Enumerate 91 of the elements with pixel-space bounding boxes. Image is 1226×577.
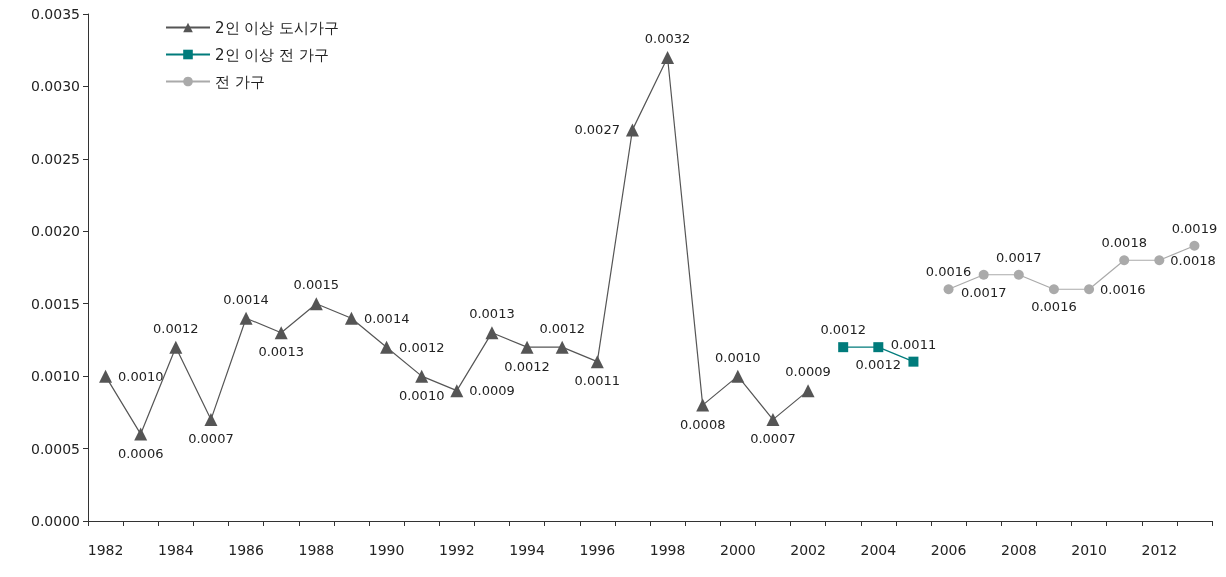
data-label: 0.0010 xyxy=(715,349,761,365)
point xyxy=(696,398,710,412)
data-label: 0.0011 xyxy=(574,373,621,389)
data-label: 0.0015 xyxy=(293,277,340,293)
data-label: 0.0032 xyxy=(644,30,691,46)
point xyxy=(625,123,639,137)
point xyxy=(555,340,569,354)
x-tick-label: 1984 xyxy=(157,542,194,558)
data-label: 0.0018 xyxy=(1170,252,1216,268)
y-tick-label: 0.0015 xyxy=(31,295,80,312)
x-tick-label: 1990 xyxy=(368,542,405,558)
y-tick-label: 0.0005 xyxy=(31,440,80,457)
data-label: 0.0016 xyxy=(1031,299,1077,315)
point xyxy=(1084,284,1095,295)
point xyxy=(943,284,954,295)
point xyxy=(766,413,780,427)
point xyxy=(415,369,429,383)
point xyxy=(838,342,849,353)
point xyxy=(801,384,815,398)
x-tick-label: 2002 xyxy=(790,542,826,558)
data-label: 0.0014 xyxy=(363,310,410,326)
x-tick-label: 2004 xyxy=(860,542,897,558)
data-label: 0.0010 xyxy=(118,368,164,384)
point xyxy=(978,269,989,280)
point xyxy=(239,311,253,325)
point xyxy=(274,326,288,340)
point xyxy=(520,340,534,354)
data-label: 0.0006 xyxy=(117,445,164,461)
y-tick-label: 0.0020 xyxy=(31,223,80,240)
point xyxy=(485,326,499,340)
point xyxy=(1013,269,1024,280)
data-label: 0.0009 xyxy=(469,383,515,399)
data-label: 0.0013 xyxy=(258,344,304,360)
data-label: 0.0019 xyxy=(1171,220,1218,236)
point xyxy=(590,355,604,369)
x-tick-label: 2012 xyxy=(1141,542,1178,558)
point xyxy=(908,356,919,367)
data-label: 0.0012 xyxy=(539,320,585,336)
data-label: 0.0014 xyxy=(223,291,269,307)
y-tick-label: 0.0030 xyxy=(31,78,80,95)
point xyxy=(661,50,675,64)
point xyxy=(1189,240,1200,251)
data-label: 0.0010 xyxy=(398,387,445,403)
data-label: 0.0027 xyxy=(574,122,620,138)
data-label: 0.0012 xyxy=(855,357,902,373)
y-tick-label: 0.0035 xyxy=(31,6,80,22)
point xyxy=(344,311,358,325)
data-label: 0.0017 xyxy=(960,284,1007,300)
point xyxy=(169,340,183,354)
point xyxy=(731,369,745,383)
data-label: 0.0016 xyxy=(1100,281,1146,297)
x-tick-label: 2006 xyxy=(930,542,967,558)
data-label: 0.0007 xyxy=(188,431,234,447)
point xyxy=(134,427,148,441)
x-tick-label: 2008 xyxy=(1000,542,1037,558)
legend-label: 2인 이상 도시가구 xyxy=(215,18,340,37)
point xyxy=(99,369,113,383)
point xyxy=(204,413,218,427)
data-label: 0.0012 xyxy=(399,339,445,355)
data-label: 0.0009 xyxy=(785,364,831,380)
x-tick-label: 1992 xyxy=(438,542,475,558)
point xyxy=(450,384,464,398)
point xyxy=(1048,284,1059,295)
data-label: 0.0016 xyxy=(925,264,972,280)
y-tick-label: 0.0010 xyxy=(31,368,80,385)
legend-label: 2인 이상 전 가구 xyxy=(215,45,329,64)
data-label: 0.0008 xyxy=(679,416,726,432)
data-label: 0.0012 xyxy=(504,358,550,374)
data-label: 0.0013 xyxy=(469,306,515,322)
data-label: 0.0012 xyxy=(153,320,199,336)
x-tick-label: 2010 xyxy=(1071,542,1107,558)
x-tick-label: 1994 xyxy=(509,542,545,558)
data-label: 0.0012 xyxy=(820,322,866,338)
x-tick-label: 1996 xyxy=(579,542,616,558)
point xyxy=(380,340,394,354)
point xyxy=(1119,255,1130,266)
point xyxy=(873,342,884,353)
x-tick-label: 1986 xyxy=(228,542,264,558)
legend-label: 전 가구 xyxy=(215,72,265,91)
y-tick-label: 0.0000 xyxy=(31,513,80,529)
data-label: 0.0017 xyxy=(996,249,1042,265)
x-tick-label: 1982 xyxy=(87,542,124,558)
point xyxy=(309,297,323,311)
data-label: 0.0011 xyxy=(890,336,937,352)
data-label: 0.0007 xyxy=(750,431,796,447)
point xyxy=(1154,255,1165,266)
data-label: 0.0018 xyxy=(1101,235,1147,251)
x-tick-label: 2000 xyxy=(719,542,756,558)
x-tick-label: 1988 xyxy=(298,542,335,558)
x-tick-label: 1998 xyxy=(649,542,686,558)
y-tick-label: 0.0025 xyxy=(31,150,80,167)
